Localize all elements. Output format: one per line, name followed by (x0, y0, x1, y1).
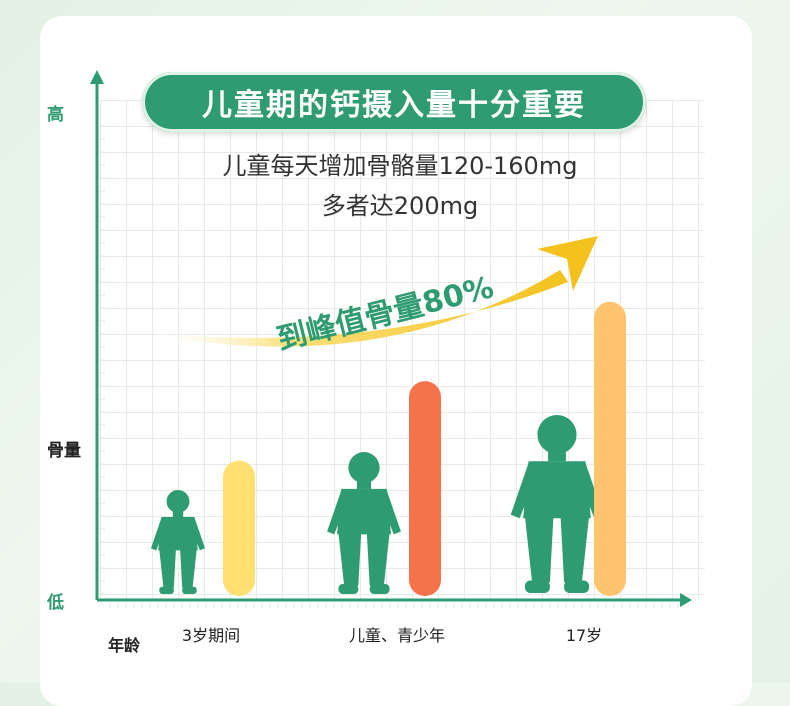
y-axis-high-label: 高 (47, 105, 64, 125)
y-axis-label: 骨量 (47, 441, 81, 461)
y-axis-low-label: 低 (47, 593, 64, 613)
toddler-silhouette (150, 490, 206, 594)
peak-bone-mass-annotation: 到峰值骨量80% (273, 270, 497, 358)
growth-arrow-head (537, 236, 598, 291)
x-axis-arrowhead (680, 593, 692, 607)
subtitle-line-2: 多者达200mg (321, 192, 479, 220)
bone-mass-chart: 到峰值骨量80% (90, 70, 692, 609)
bar-3 (594, 301, 626, 596)
bar-2 (409, 381, 441, 596)
x-tick-label-17yr: 17岁 (565, 626, 603, 645)
chart-title: 儿童期的钙摄入量十分重要 (142, 72, 646, 132)
growth-arrow-band (140, 270, 568, 347)
x-tick-label-teen: 儿童、青少年 (348, 626, 445, 645)
x-axis-label: 年龄 (108, 636, 141, 655)
y-axis-arrowhead (90, 70, 104, 84)
adult-silhouette (510, 415, 604, 593)
bar-1 (223, 460, 255, 596)
teen-silhouette (327, 452, 401, 594)
subtitle-line-1: 儿童每天增加骨骼量120-160mg (222, 152, 578, 180)
x-tick-label-3yr: 3岁期间 (181, 626, 241, 645)
